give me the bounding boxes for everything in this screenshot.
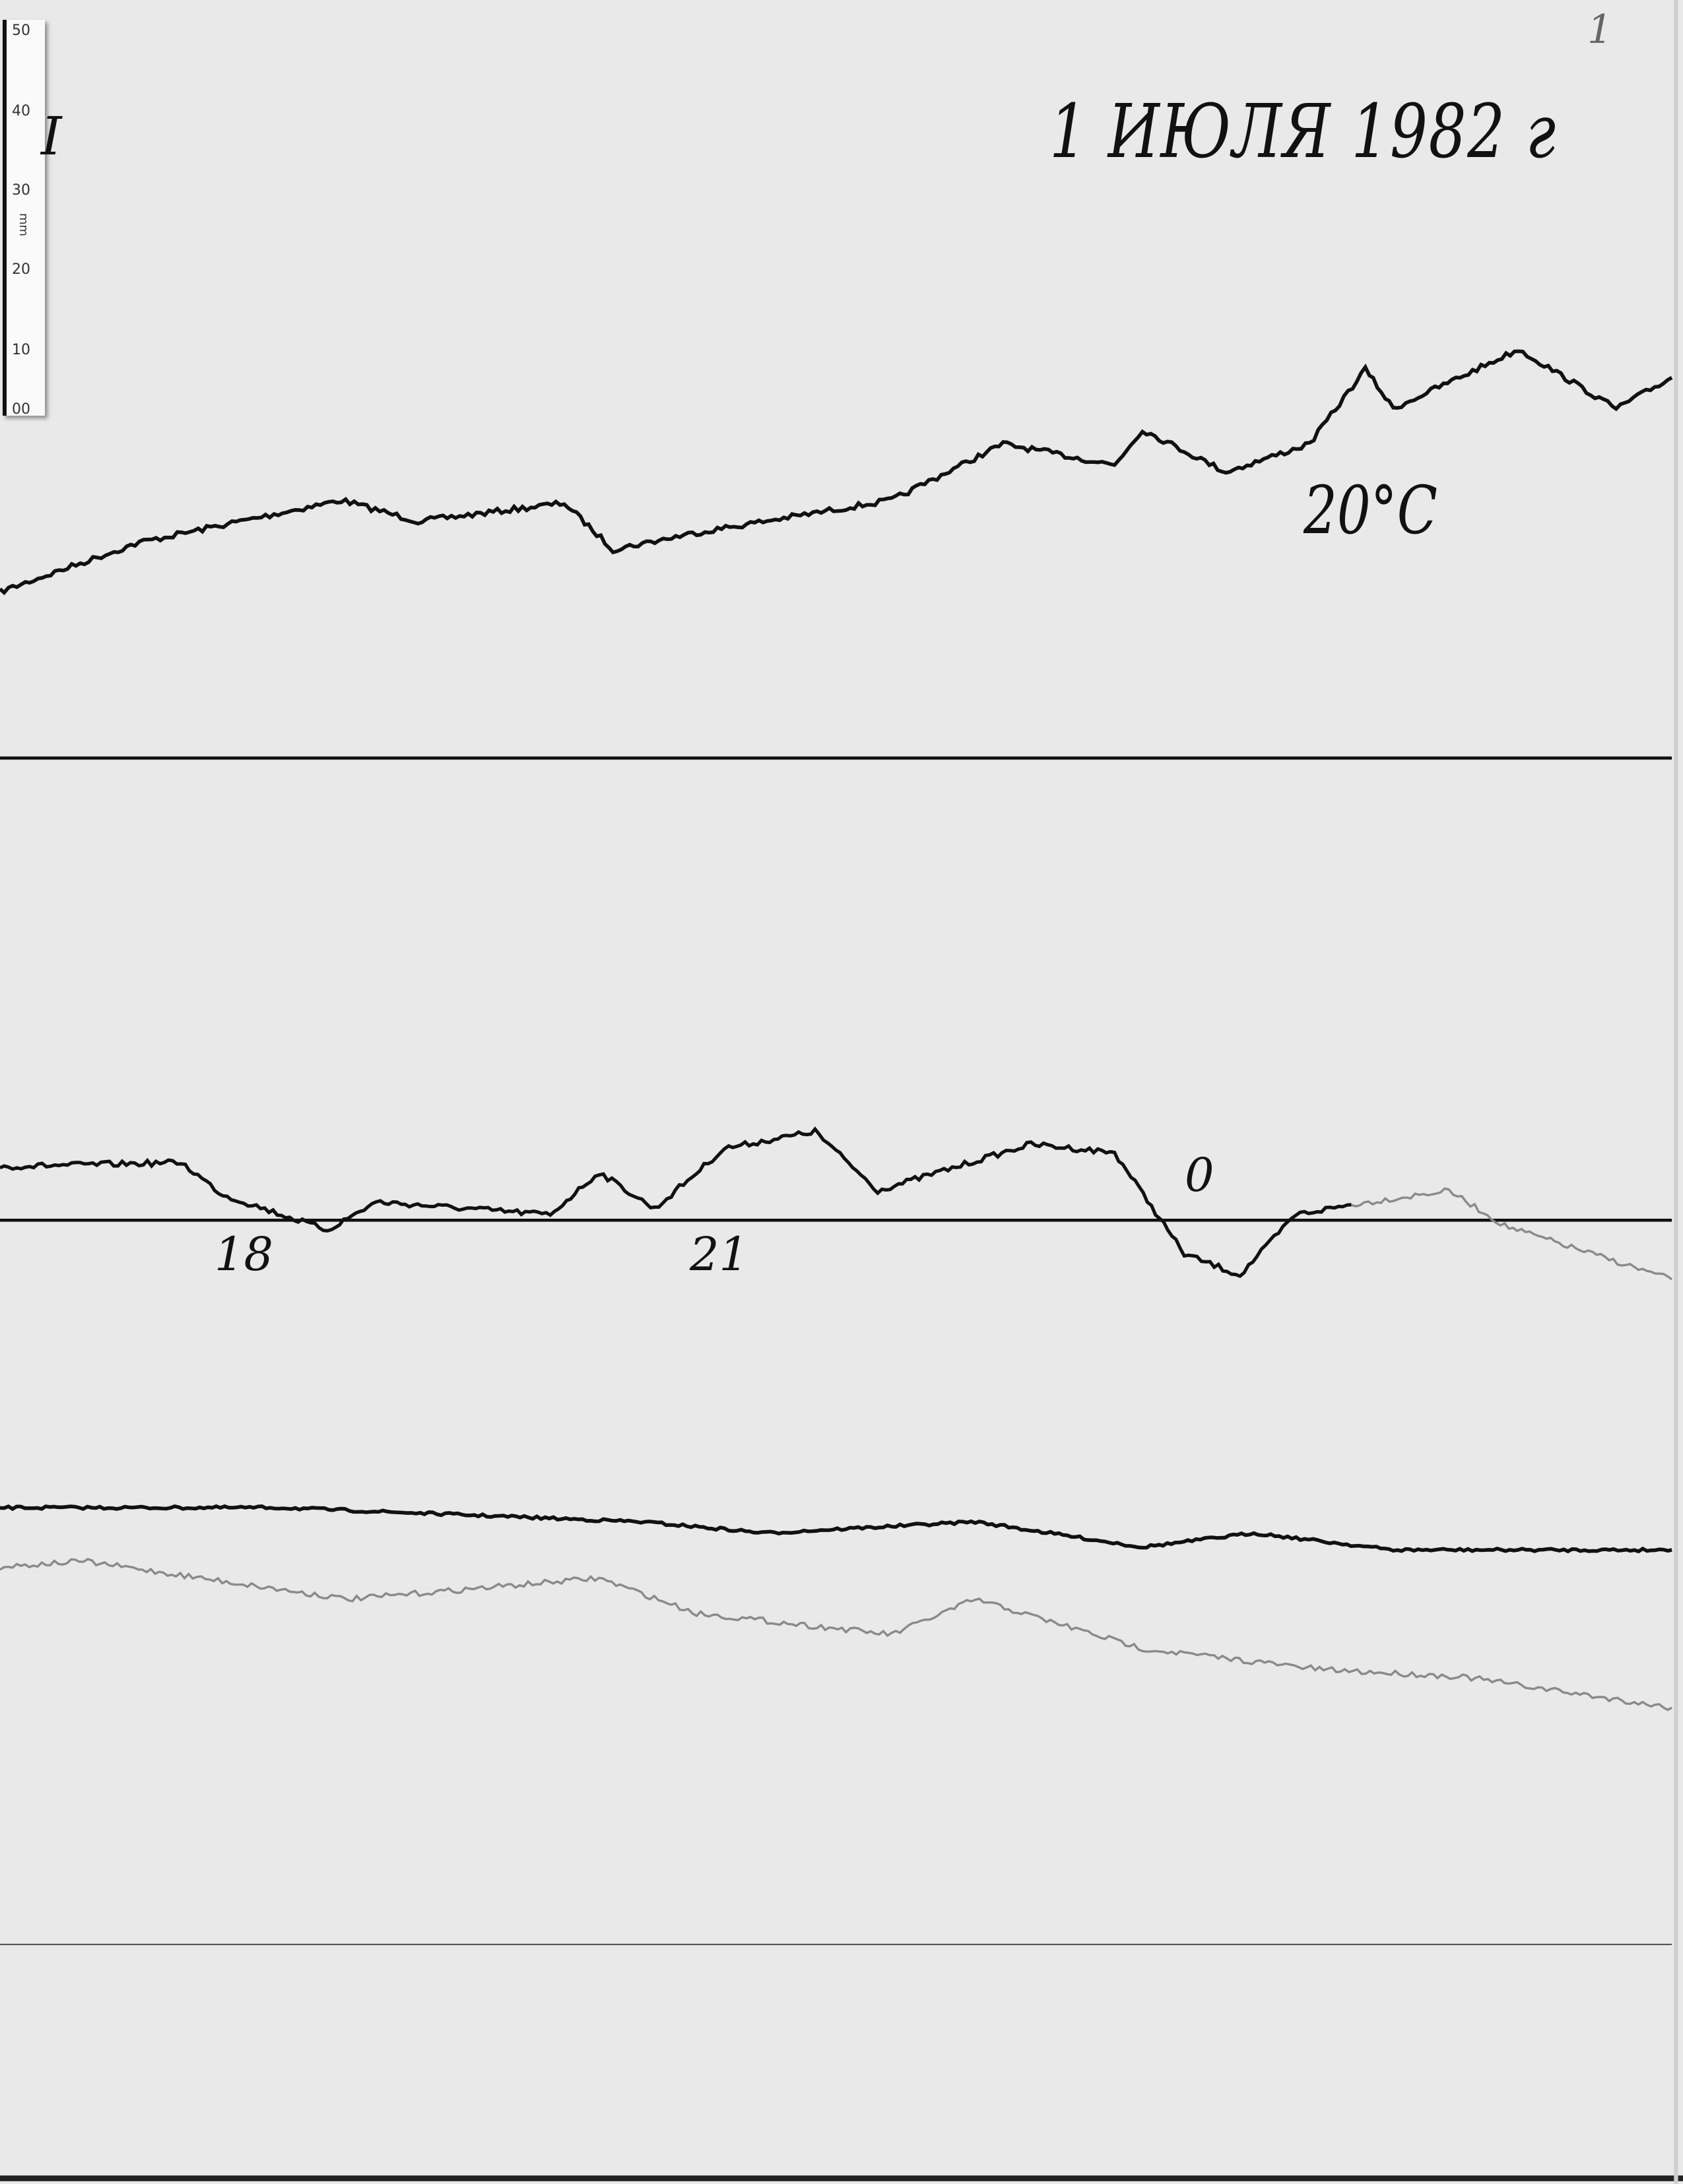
hour-label-0: 0 [1185,1148,1214,1202]
trace-2 [0,1126,1352,1279]
ruler-tick-label: 50 [12,22,30,39]
trace-3 [0,1504,1672,1554]
trace-1 [0,349,1673,596]
ruler-tick-label: 30 [12,182,30,199]
ruler-tick-label: 20 [12,261,30,278]
trace-4 [0,1558,1672,1712]
hour-label-18: 18 [214,1227,274,1281]
trace-2-faint [1351,1187,1673,1281]
record-date-title: 1 ИЮЛЯ 1982 г [1049,89,1557,175]
ruler-tick-label: 00 [12,401,30,418]
mm-ruler: 50 40 30 mm 20 10 00 [3,20,45,418]
ruler-tick-label: 40 [12,103,30,119]
ruler-tick-label: 10 [12,342,30,358]
temperature-note: 20°C [1304,472,1438,549]
panel-mark: I [41,106,62,167]
ruler-unit: mm [16,212,31,237]
hour-label-21: 21 [690,1227,749,1281]
page-number: 1 [1587,7,1613,53]
